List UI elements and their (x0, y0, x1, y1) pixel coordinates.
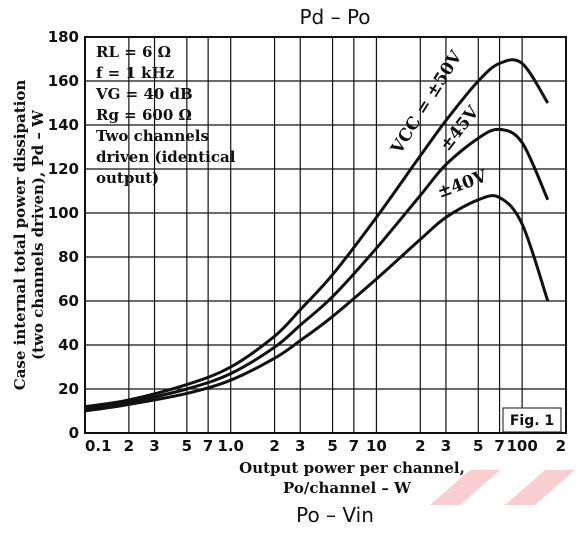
x-axis-label-line2: Po/channel – W (283, 479, 412, 497)
x-tick-label: 2 (269, 437, 279, 455)
condition-channels: Two channels (96, 127, 209, 145)
x-tick-label: 2 (415, 437, 425, 455)
x-tick-label: 2 (124, 437, 134, 455)
x-tick-label: 10 (366, 437, 387, 455)
condition-output: output) (96, 169, 159, 187)
conditions-block: RL = 6 Ω f = 1 kHz VG = 40 dB Rg = 600 Ω… (95, 43, 236, 187)
y-tick-label: 140 (48, 116, 79, 134)
condition-rg: Rg = 600 Ω (96, 106, 192, 124)
watermark (430, 470, 575, 505)
fig-label-box (502, 407, 562, 433)
x-axis-ticks: 0.1 2 3 5 7 1.0 2 3 5 7 10 2 3 5 7 100 2 (85, 437, 566, 455)
condition-vg: VG = 40 dB (95, 85, 193, 103)
x-tick-label: 7 (203, 437, 213, 455)
next-chart-title: Po – Vin (296, 503, 374, 527)
y-tick-label: 120 (48, 160, 79, 178)
x-tick-label: 2 (556, 437, 566, 455)
series-line-1 (84, 127, 550, 411)
series-line-0 (84, 58, 550, 409)
y-axis-label-line2: (two channels driven), Pd – W (29, 109, 47, 360)
condition-freq: f = 1 kHz (96, 64, 175, 82)
x-tick-label: 5 (473, 437, 483, 455)
x-tick-label: 7 (349, 437, 359, 455)
x-tick-label: 0.1 (85, 437, 112, 455)
x-tick-label: 3 (295, 437, 305, 455)
y-tick-label: 80 (58, 248, 79, 266)
x-axis-label-line1: Output power per channel, (239, 459, 465, 477)
condition-rl: RL = 6 Ω (96, 43, 171, 61)
plot-frame (84, 36, 567, 434)
x-tick-label: 3 (149, 437, 159, 455)
y-tick-label: 160 (48, 72, 79, 90)
y-axis-ticks: 0 20 40 60 80 100 120 140 160 180 (48, 28, 79, 442)
condition-driven: driven (identical (96, 148, 236, 166)
x-tick-label: 3 (441, 437, 451, 455)
fig-label: Fig. 1 (510, 413, 554, 429)
series-lines (84, 58, 550, 413)
series-line-2 (84, 194, 550, 413)
y-axis-label-line1: Case internal total power dissipation (11, 80, 29, 391)
series-label-45v: ±45V (436, 102, 484, 155)
y-tick-label: 40 (58, 336, 79, 354)
y-tick-label: 20 (58, 380, 79, 398)
chart-title: Pd – Po (299, 5, 370, 29)
y-tick-label: 100 (48, 204, 79, 222)
y-tick-label: 60 (58, 292, 79, 310)
y-tick-label: 0 (69, 424, 79, 442)
y-tick-label: 180 (48, 28, 79, 46)
x-tick-label: 1.0 (217, 437, 244, 455)
x-tick-label: 7 (494, 437, 504, 455)
x-tick-label: 5 (182, 437, 192, 455)
x-tick-label: 100 (506, 437, 537, 455)
x-tick-label: 5 (327, 437, 337, 455)
